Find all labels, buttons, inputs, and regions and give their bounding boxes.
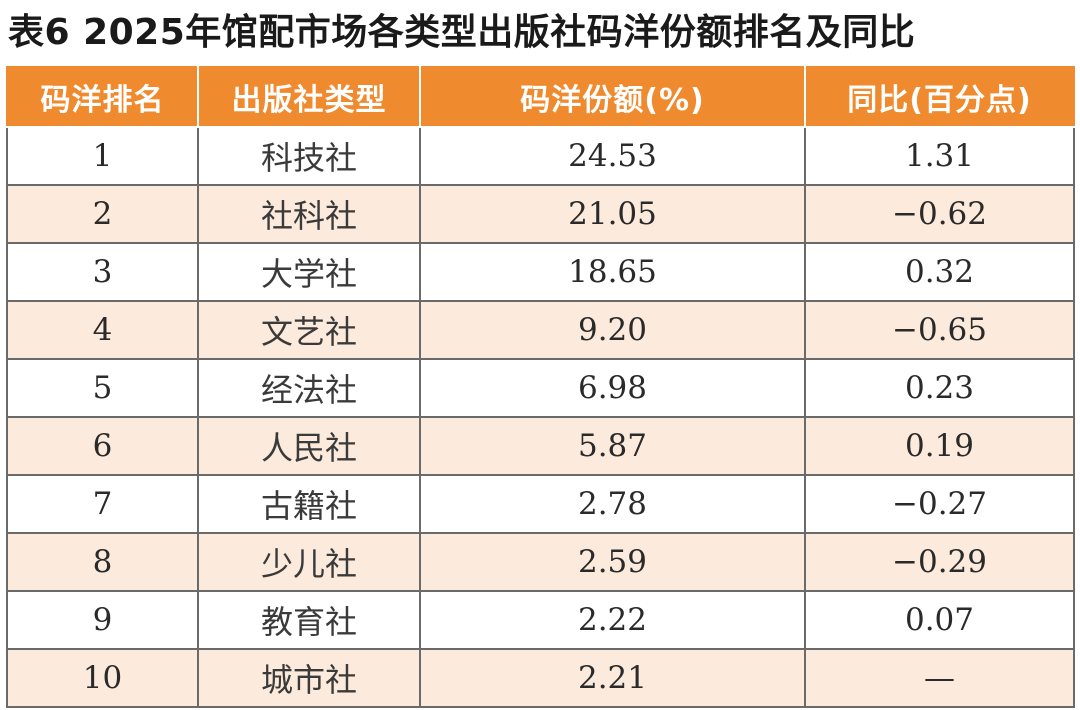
cell-rank: 1	[6, 126, 199, 186]
cell-type: 经法社	[197, 358, 421, 418]
cell-yoy: −0.29	[804, 532, 1075, 592]
header-row: 码洋排名 出版社类型 码洋份额(%) 同比(百分点)	[6, 66, 1075, 128]
header-rank: 码洋排名	[6, 66, 199, 128]
table-row: 2 社科社 21.05 −0.62	[6, 184, 1075, 244]
cell-rank: 9	[6, 590, 199, 650]
cell-rank: 2	[6, 184, 199, 244]
cell-yoy: −0.65	[804, 300, 1075, 360]
cell-type: 科技社	[197, 126, 421, 186]
cell-rank: 8	[6, 532, 199, 592]
cell-rank: 3	[6, 242, 199, 302]
header-yoy: 同比(百分点)	[804, 66, 1075, 128]
cell-share: 9.20	[419, 300, 806, 360]
cell-type: 城市社	[197, 648, 421, 708]
table-row: 4 文艺社 9.20 −0.65	[6, 300, 1075, 360]
cell-type: 大学社	[197, 242, 421, 302]
cell-share: 21.05	[419, 184, 806, 244]
cell-yoy: 0.23	[804, 358, 1075, 418]
cell-type: 少儿社	[197, 532, 421, 592]
cell-rank: 5	[6, 358, 199, 418]
cell-rank: 7	[6, 474, 199, 534]
cell-share: 2.59	[419, 532, 806, 592]
cell-type: 社科社	[197, 184, 421, 244]
cell-type: 古籍社	[197, 474, 421, 534]
cell-share: 18.65	[419, 242, 806, 302]
cell-yoy: −0.27	[804, 474, 1075, 534]
table-row: 5 经法社 6.98 0.23	[6, 358, 1075, 418]
cell-share: 2.22	[419, 590, 806, 650]
cell-yoy: 0.07	[804, 590, 1075, 650]
cell-share: 2.78	[419, 474, 806, 534]
cell-yoy: −0.62	[804, 184, 1075, 244]
ranking-table: 码洋排名 出版社类型 码洋份额(%) 同比(百分点) 1 科技社 24.53 1…	[6, 66, 1075, 708]
cell-type: 文艺社	[197, 300, 421, 360]
header-share: 码洋份额(%)	[419, 66, 806, 128]
cell-share: 24.53	[419, 126, 806, 186]
cell-type: 教育社	[197, 590, 421, 650]
cell-rank: 4	[6, 300, 199, 360]
cell-type: 人民社	[197, 416, 421, 476]
table-row: 10 城市社 2.21 —	[6, 648, 1075, 708]
cell-share: 5.87	[419, 416, 806, 476]
table-row: 9 教育社 2.22 0.07	[6, 590, 1075, 650]
cell-share: 6.98	[419, 358, 806, 418]
cell-yoy: 0.19	[804, 416, 1075, 476]
table-row: 1 科技社 24.53 1.31	[6, 126, 1075, 186]
table-title: 表6 2025年馆配市场各类型出版社码洋份额排名及同比	[8, 12, 916, 53]
cell-yoy: 1.31	[804, 126, 1075, 186]
table-row: 3 大学社 18.65 0.32	[6, 242, 1075, 302]
header-publisher-type: 出版社类型	[197, 66, 421, 128]
table-row: 7 古籍社 2.78 −0.27	[6, 474, 1075, 534]
cell-rank: 10	[6, 648, 199, 708]
table-row: 8 少儿社 2.59 −0.29	[6, 532, 1075, 592]
cell-yoy: 0.32	[804, 242, 1075, 302]
cell-yoy: —	[804, 648, 1075, 708]
table-row: 6 人民社 5.87 0.19	[6, 416, 1075, 476]
cell-rank: 6	[6, 416, 199, 476]
cell-share: 2.21	[419, 648, 806, 708]
